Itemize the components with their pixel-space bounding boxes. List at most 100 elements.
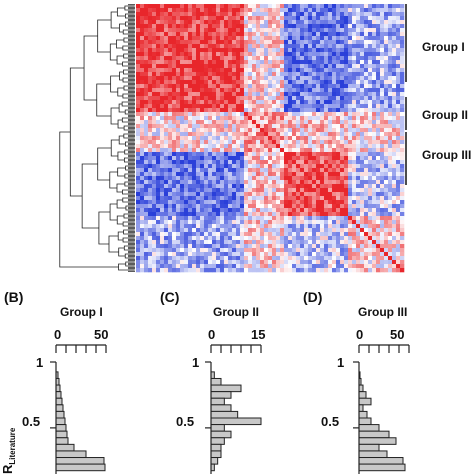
heatmap-cell (248, 84, 253, 89)
heatmap-cell (352, 140, 357, 145)
heatmap-cell (320, 108, 325, 113)
heatmap-cell (232, 136, 237, 141)
heatmap-cell (140, 136, 145, 141)
heatmap-cell (144, 76, 149, 81)
heatmap-cell (388, 60, 393, 65)
heatmap-cell (164, 48, 169, 53)
heatmap-cell (304, 264, 309, 269)
heatmap-cell (224, 92, 229, 97)
heatmap-cell (364, 208, 369, 213)
heatmap-cell (264, 180, 269, 185)
heatmap-cell (288, 244, 293, 249)
heatmap-cell (288, 104, 293, 109)
heatmap-cell (328, 44, 333, 49)
heatmap-cell (240, 232, 245, 237)
heatmap-cell (144, 164, 149, 169)
heatmap-cell (252, 140, 257, 145)
heatmap-cell (244, 20, 249, 25)
heatmap-cell (264, 168, 269, 173)
heatmap-cell (360, 232, 365, 237)
heatmap-cell (168, 4, 173, 9)
heatmap-cell (136, 176, 141, 181)
heatmap-cell (332, 4, 337, 9)
heatmap-cell (348, 268, 353, 273)
heatmap-cell (232, 228, 237, 233)
heatmap-cell (140, 116, 145, 121)
heatmap-cell (392, 132, 397, 137)
heatmap-cell (220, 32, 225, 37)
heatmap-cell (316, 116, 321, 121)
heatmap-cell (312, 44, 317, 49)
heatmap-cell (164, 116, 169, 121)
heatmap-cell (192, 84, 197, 89)
heatmap-cell (176, 216, 181, 221)
heatmap-cell (148, 232, 153, 237)
heatmap-cell (292, 192, 297, 197)
heatmap-cell (356, 244, 361, 249)
heatmap-cell (252, 44, 257, 49)
heatmap-cell (364, 20, 369, 25)
heatmap-cell (376, 236, 381, 241)
heatmap-cell (356, 64, 361, 69)
heatmap-cell (352, 12, 357, 17)
heatmap-cell (244, 188, 249, 193)
heatmap-cell (140, 232, 145, 237)
histogram-bar (55, 430, 68, 439)
heatmap-cell (316, 136, 321, 141)
heatmap-cell (336, 124, 341, 129)
heatmap-cell (284, 160, 289, 165)
heatmap-cell (188, 136, 193, 141)
heatmap-cell (380, 60, 385, 65)
heatmap-cell (360, 44, 365, 49)
heatmap-cell (264, 116, 269, 121)
heatmap-cell (348, 72, 353, 77)
heatmap-cell (316, 184, 321, 189)
heatmap-cell (172, 40, 177, 45)
heatmap-cell (396, 68, 401, 73)
heatmap-cell (284, 44, 289, 49)
heatmap-cell (340, 96, 345, 101)
heatmap-cell (268, 228, 273, 233)
heatmap-cell (264, 52, 269, 57)
heatmap-cell (272, 12, 277, 17)
heatmap-cell (164, 144, 169, 149)
heatmap-cell (224, 104, 229, 109)
heatmap-cell (360, 172, 365, 177)
heatmap-cell (352, 256, 357, 261)
heatmap-cell (216, 28, 221, 33)
heatmap-cell (340, 220, 345, 225)
heatmap-cell (352, 8, 357, 13)
heatmap-cell (376, 200, 381, 205)
heatmap-cell (332, 44, 337, 49)
heatmap-cell (224, 180, 229, 185)
heatmap-cell (204, 100, 209, 105)
heatmap-cell (220, 236, 225, 241)
heatmap-cell (328, 184, 333, 189)
heatmap-cell (384, 252, 389, 257)
heatmap-cell (324, 140, 329, 145)
heatmap-cell (236, 148, 241, 153)
heatmap-cell (240, 148, 245, 153)
heatmap-cell (240, 44, 245, 49)
heatmap-cell (212, 268, 217, 273)
heatmap-cell (212, 208, 217, 213)
heatmap-cell (304, 16, 309, 21)
heatmap-cell (176, 112, 181, 117)
heatmap-cell (336, 232, 341, 237)
heatmap-cell (204, 148, 209, 153)
heatmap-cell (228, 264, 233, 269)
panel-b-bars (55, 371, 106, 472)
histogram-bar (55, 397, 63, 406)
heatmap-cell (148, 168, 153, 173)
heatmap-cell (308, 184, 313, 189)
heatmap-cell (396, 48, 401, 53)
heatmap-cell (224, 56, 229, 61)
heatmap-cell (324, 28, 329, 33)
heatmap-cell (372, 56, 377, 61)
heatmap-cell (144, 108, 149, 113)
heatmap-cell (304, 60, 309, 65)
heatmap-cell (152, 112, 157, 117)
heatmap-cell (384, 172, 389, 177)
heatmap-cell (216, 188, 221, 193)
heatmap-cell (160, 88, 165, 93)
